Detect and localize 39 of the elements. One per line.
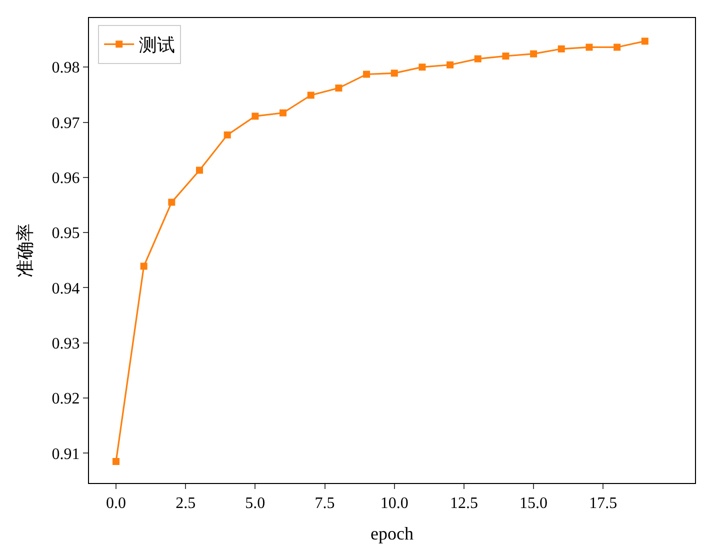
x-tick-label: 15.0	[520, 495, 548, 512]
x-axis-title: epoch	[370, 523, 414, 544]
y-tick-label: 0.92	[52, 390, 80, 408]
point	[530, 50, 538, 58]
point	[307, 92, 314, 99]
point	[641, 38, 648, 45]
point	[363, 70, 370, 78]
point	[474, 55, 482, 62]
point	[446, 61, 454, 68]
point	[112, 458, 120, 465]
x-tick-label: 10.0	[380, 495, 408, 512]
point	[390, 70, 398, 77]
point	[252, 112, 259, 120]
point	[614, 44, 621, 51]
point	[558, 45, 565, 52]
y-tick-label: 0.95	[52, 225, 80, 242]
y-axis-title: 准确率	[15, 224, 35, 278]
y-tick-label: 0.91	[52, 446, 80, 463]
x-tick-label: 7.5	[314, 495, 335, 512]
point	[224, 131, 231, 138]
point	[586, 44, 593, 51]
point	[168, 198, 176, 206]
y-tick-label: 0.98	[52, 60, 80, 77]
y-tick-label: 0.96	[52, 170, 80, 188]
point	[502, 52, 510, 60]
point	[196, 166, 204, 174]
point	[140, 262, 148, 270]
x-tick-label: 2.5	[176, 495, 196, 512]
legend-label: 测试	[139, 35, 176, 56]
point	[335, 84, 342, 92]
y-tick-label: 0.93	[52, 335, 80, 352]
x-tick-label: 5.0	[245, 495, 266, 512]
x-tick-label: 0.0	[106, 495, 126, 512]
y-tick-label: 0.94	[52, 280, 80, 298]
point	[280, 109, 287, 116]
point	[418, 64, 426, 71]
x-tick-label: 12.5	[450, 495, 478, 512]
y-tick-label: 0.97	[52, 114, 80, 132]
x-tick-label: 17.5	[589, 495, 618, 512]
